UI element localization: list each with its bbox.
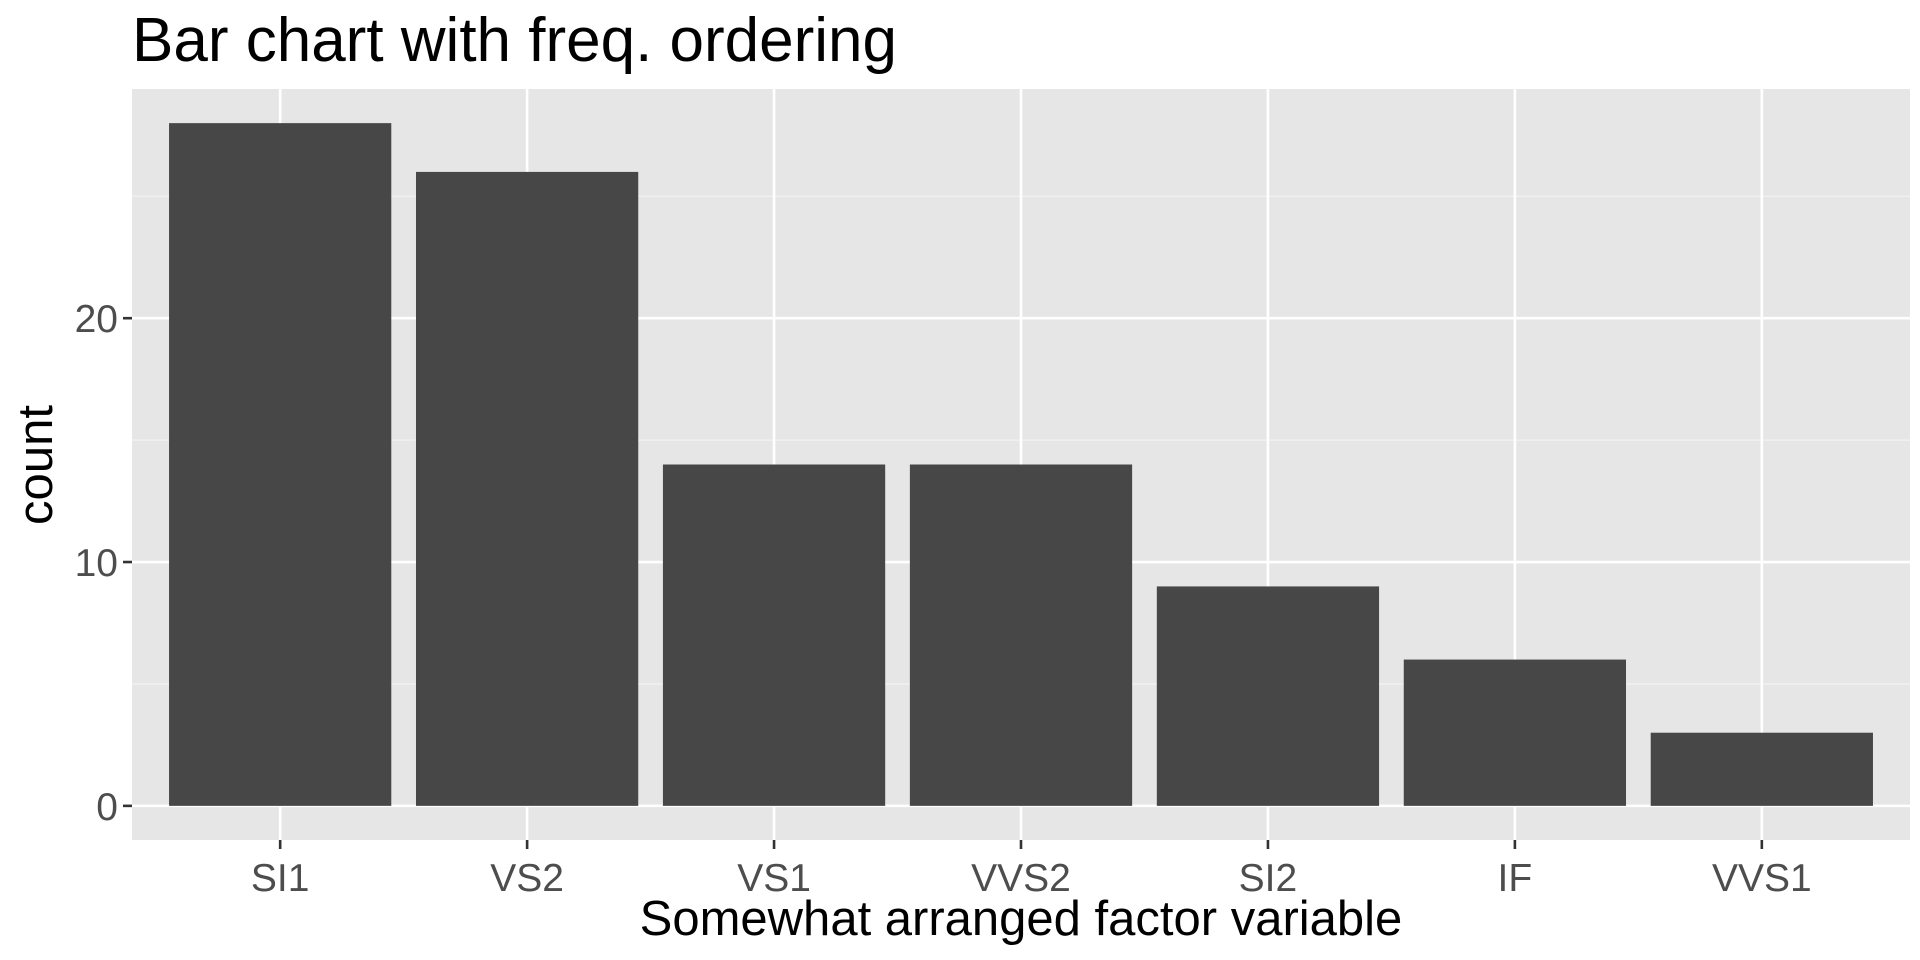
x-tick-label-if: IF	[1498, 857, 1533, 900]
x-axis-title: Somewhat arranged factor variable	[640, 892, 1403, 946]
y-axis: 0 10 20	[75, 298, 132, 829]
y-tick-label: 20	[75, 298, 118, 341]
x-tick-label-vs2: VS2	[490, 857, 564, 900]
x-tick-label-vvs1: VVS1	[1712, 857, 1812, 900]
y-tick-label: 0	[96, 786, 118, 829]
bar-si1	[169, 123, 392, 806]
bar-si2	[1156, 586, 1380, 806]
y-tick-label: 10	[75, 542, 118, 585]
x-tick-label-si1: SI1	[251, 857, 310, 900]
x-tick-label-vvs2: VVS2	[971, 857, 1071, 900]
x-tick-label-si2: SI2	[1239, 857, 1298, 900]
x-tick-label-vs1: VS1	[737, 857, 811, 900]
bar-vvs1	[1650, 732, 1873, 806]
y-axis-title: count	[9, 405, 63, 525]
bars	[169, 123, 1873, 806]
chart-title: Bar chart with freq. ordering	[132, 6, 897, 75]
x-axis: SI1 VS2 VS1 VVS2 SI2 IF VVS1	[251, 840, 1812, 900]
bar-if	[1403, 659, 1627, 806]
bar-vs1	[662, 464, 886, 806]
bar-vs2	[415, 171, 639, 806]
bar-vvs2	[909, 464, 1133, 806]
